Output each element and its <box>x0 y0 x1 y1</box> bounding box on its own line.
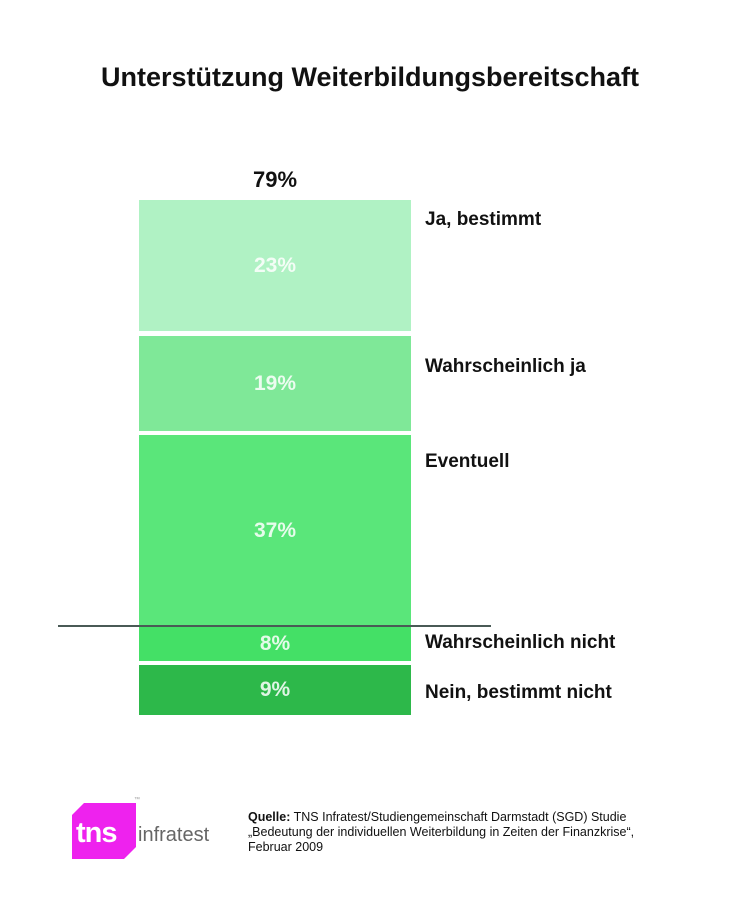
separator-line <box>58 625 491 627</box>
source-line-3: Februar 2009 <box>248 840 324 854</box>
segment-label: Wahrscheinlich nicht <box>425 632 616 653</box>
source-line-1: TNS Infratest/Studiengemeinschaft Darmst… <box>290 810 627 824</box>
segment-label: Wahrscheinlich ja <box>425 356 586 377</box>
bar-segment: 23% <box>139 200 411 331</box>
segment-value: 23% <box>253 253 297 277</box>
logo-trademark: ™ <box>134 797 140 803</box>
tns-logo: tns <box>72 803 136 859</box>
bar-segment: 9% <box>139 665 411 715</box>
segment-value: 9% <box>259 678 291 701</box>
source-prefix: Quelle: <box>248 810 291 824</box>
logo-subtext: infratest <box>138 824 210 846</box>
segment-value: 19% <box>253 371 297 395</box>
bar-segment: 8% <box>139 626 411 661</box>
bar-segment: 19% <box>139 336 411 431</box>
logo-shape-icon <box>72 803 136 859</box>
segment-value: 8% <box>259 631 291 655</box>
segment-label: Ja, bestimmt <box>425 209 542 230</box>
chart-title: Unterstützung Weiterbildungsbereitschaft <box>100 62 640 92</box>
source-line-2: „Bedeutung der individuellen Weiterbildu… <box>248 825 635 839</box>
logo-brand: tns <box>76 817 117 849</box>
total-label: 79% <box>252 167 298 192</box>
segment-label: Eventuell <box>425 451 510 472</box>
segment-label: Nein, bestimmt nicht <box>425 682 612 703</box>
source-note: Quelle: TNS Infratest/Studiengemeinschaf… <box>248 810 634 855</box>
segment-value: 37% <box>253 518 297 542</box>
bar-segment: 37% <box>139 435 411 626</box>
